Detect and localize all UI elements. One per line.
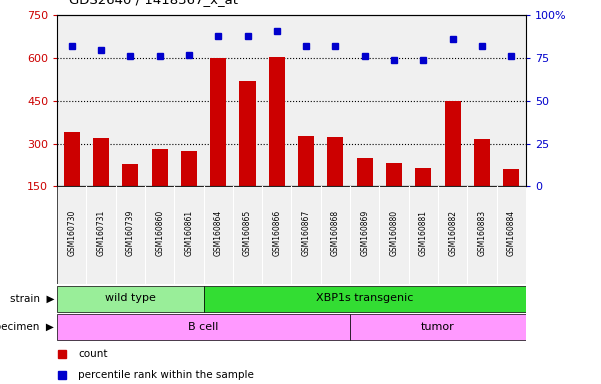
Text: GSM160868: GSM160868 bbox=[331, 210, 340, 256]
Bar bbox=[386, 164, 402, 186]
Text: GSM160731: GSM160731 bbox=[97, 210, 106, 257]
Text: tumor: tumor bbox=[421, 322, 455, 332]
Text: GSM160860: GSM160860 bbox=[155, 210, 164, 257]
Bar bbox=[328, 137, 344, 186]
Text: GDS2640 / 1418367_x_at: GDS2640 / 1418367_x_at bbox=[69, 0, 238, 6]
Text: XBP1s transgenic: XBP1s transgenic bbox=[316, 293, 413, 303]
Bar bbox=[239, 81, 255, 186]
Text: GSM160869: GSM160869 bbox=[360, 210, 369, 257]
Bar bbox=[57, 286, 204, 311]
Text: GSM160882: GSM160882 bbox=[448, 210, 457, 256]
Text: GSM160739: GSM160739 bbox=[126, 210, 135, 257]
Bar bbox=[57, 314, 350, 340]
Bar bbox=[298, 136, 314, 186]
Bar bbox=[350, 314, 526, 340]
Text: strain  ▶: strain ▶ bbox=[10, 293, 54, 304]
Text: GSM160880: GSM160880 bbox=[389, 210, 398, 256]
Text: wild type: wild type bbox=[105, 293, 156, 303]
Bar bbox=[122, 164, 138, 186]
Text: GSM160861: GSM160861 bbox=[185, 210, 194, 256]
Bar bbox=[415, 168, 432, 186]
Bar bbox=[269, 57, 285, 186]
Text: count: count bbox=[78, 349, 108, 359]
Bar bbox=[356, 158, 373, 186]
Bar bbox=[445, 101, 461, 186]
Text: GSM160864: GSM160864 bbox=[214, 210, 223, 257]
Text: specimen  ▶: specimen ▶ bbox=[0, 322, 54, 333]
Text: percentile rank within the sample: percentile rank within the sample bbox=[78, 370, 254, 380]
Text: GSM160865: GSM160865 bbox=[243, 210, 252, 257]
Text: GSM160866: GSM160866 bbox=[272, 210, 281, 257]
Text: GSM160867: GSM160867 bbox=[302, 210, 311, 257]
Text: GSM160730: GSM160730 bbox=[67, 210, 76, 257]
Text: GSM160884: GSM160884 bbox=[507, 210, 516, 256]
Bar bbox=[93, 138, 109, 186]
Bar bbox=[181, 152, 197, 186]
Text: GSM160883: GSM160883 bbox=[477, 210, 486, 256]
Text: B cell: B cell bbox=[188, 322, 219, 332]
Bar bbox=[64, 132, 80, 186]
Text: GSM160881: GSM160881 bbox=[419, 210, 428, 256]
Bar bbox=[503, 169, 519, 186]
Bar bbox=[151, 149, 168, 186]
Bar bbox=[204, 286, 526, 311]
Bar bbox=[474, 139, 490, 186]
Bar bbox=[210, 58, 227, 186]
